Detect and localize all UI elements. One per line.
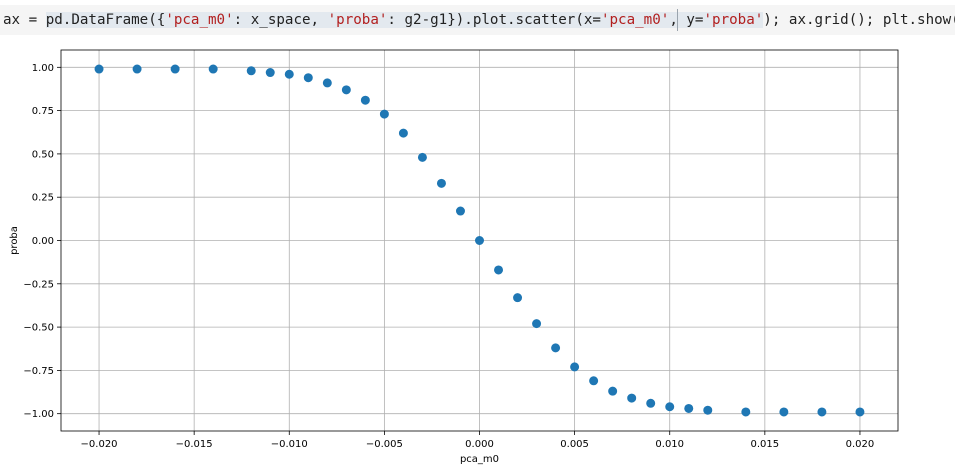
y-tick-label: −1.00: [23, 409, 54, 420]
scatter-point: [551, 343, 561, 353]
code-token: pd.DataFrame({: [45, 12, 166, 28]
scatter-point: [436, 178, 446, 188]
code-cell[interactable]: ax = pd.DataFrame({'pca_m0': x_space, 'p…: [0, 5, 955, 35]
scatter-point: [284, 69, 294, 79]
code-token: : x_space,: [233, 12, 328, 28]
scatter-point: [132, 64, 142, 74]
code-token: ); ax.grid(); plt.show(): [763, 12, 955, 28]
y-tick-label: −0.25: [23, 279, 54, 290]
x-tick-label: −0.020: [81, 439, 118, 450]
x-tick-label: −0.015: [176, 439, 213, 450]
y-tick-label: 0.25: [32, 193, 54, 204]
y-axis-label: proba: [9, 226, 20, 255]
scatter-point: [817, 407, 827, 417]
code-line[interactable]: ax = pd.DataFrame({'pca_m0': x_space, 'p…: [3, 7, 955, 33]
code-token: 'pca_m0': [165, 12, 234, 28]
y-tick-label: −0.75: [23, 366, 54, 377]
y-tick-label: 0.50: [32, 149, 54, 160]
code-token: : g2-g1}).plot.scatter(x=: [387, 12, 601, 28]
scatter-point: [779, 407, 789, 417]
scatter-point: [322, 78, 332, 88]
scatter-point: [170, 64, 180, 74]
code-token: 'pca_m0': [600, 12, 670, 28]
scatter-point: [246, 66, 256, 76]
x-tick-label: 0.005: [560, 439, 589, 450]
x-tick-label: 0.015: [751, 439, 780, 450]
axis-ticks: −0.020 −0.015 −0.010 −0.005 0.000 0.005 0.010 0…: [23, 63, 874, 450]
scatter-point: [855, 407, 865, 417]
scatter-point: [589, 376, 599, 386]
scatter-point: [665, 402, 675, 412]
scatter-point: [455, 206, 465, 216]
x-tick-label: −0.010: [271, 439, 308, 450]
scatter-point: [398, 128, 408, 138]
x-tick-label: 0.020: [846, 439, 875, 450]
scatter-point: [303, 73, 313, 83]
scatter-point: [703, 405, 713, 415]
scatter-point: [741, 407, 751, 417]
scatter-point: [417, 152, 427, 162]
code-token: , y=: [669, 12, 704, 28]
x-tick-label: 0.000: [465, 439, 494, 450]
scatter-point: [684, 403, 694, 413]
scatter-point: [608, 386, 618, 396]
y-tick-label: 0.00: [32, 236, 54, 247]
scatter-point: [646, 398, 656, 408]
y-tick-label: −0.50: [23, 323, 54, 334]
scatter-point: [360, 95, 370, 105]
code-token: 'proba': [327, 12, 388, 28]
scatter-point: [627, 393, 637, 403]
x-axis-label: pca_m0: [460, 454, 499, 465]
scatter-point: [341, 85, 351, 95]
scatter-point: [532, 319, 542, 329]
code-token: 'proba': [703, 12, 764, 28]
scatter-point: [570, 362, 580, 372]
text-cursor: [677, 9, 678, 31]
scatter-point: [475, 236, 484, 245]
scatter-point: [94, 64, 104, 74]
scatter-points: [94, 64, 865, 417]
scatter-point: [379, 109, 389, 119]
scatter-point: [208, 64, 218, 74]
y-tick-label: 0.75: [32, 106, 54, 117]
scatter-point: [513, 293, 523, 303]
scatter-plot: −0.020 −0.015 −0.010 −0.005 0.000 0.005 0.010 0…: [9, 49, 899, 465]
y-tick-label: 1.00: [32, 63, 54, 74]
code-token: ax =: [3, 12, 46, 28]
x-tick-label: −0.005: [366, 439, 403, 450]
scatter-point: [494, 265, 504, 275]
scatter-point: [265, 68, 275, 78]
x-tick-label: 0.010: [655, 439, 684, 450]
